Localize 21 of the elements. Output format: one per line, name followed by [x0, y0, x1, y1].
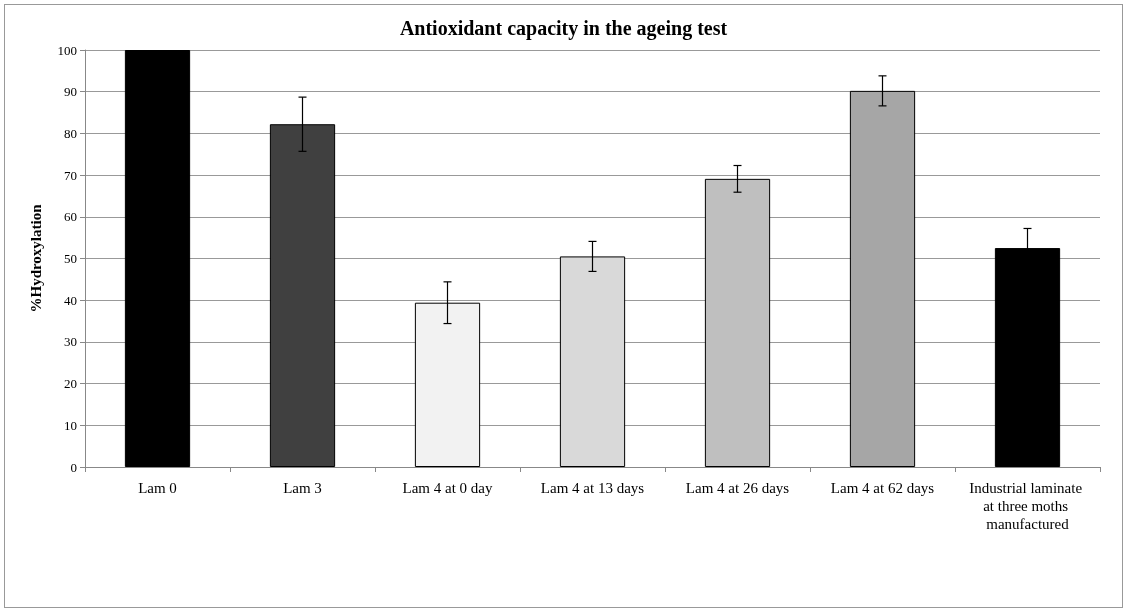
x-tick-label: Lam 4 at 62 days	[830, 480, 935, 496]
x-tick-label: Lam 0	[138, 480, 177, 496]
y-tick-label: 80	[64, 125, 77, 141]
y-tick-label: 50	[64, 251, 77, 266]
x-tick-label: Lam 4 at 0 day	[402, 480, 493, 496]
x-tick-label: Lam 3	[283, 480, 322, 496]
y-tick-label: 10	[64, 417, 77, 433]
bar	[124, 50, 191, 467]
y-tick-label: 70	[64, 167, 77, 183]
y-tick-label: 0	[70, 459, 77, 475]
y-tick-label: 100	[57, 42, 77, 58]
x-tick-label: Industrial laminate at three moths manufactured	[969, 480, 1086, 532]
chart-title: Antioxidant capacity in the ageing test	[399, 17, 728, 40]
x-tick-label: Lam 4 at 26 days	[685, 480, 790, 496]
y-tick-label: 30	[64, 334, 77, 350]
y-tick-label: 90	[64, 84, 77, 100]
y-axis-title: %Hydroxylation	[27, 203, 44, 313]
y-tick-label: 20	[64, 376, 77, 392]
x-tick-label: Lam 4 at 13 days	[540, 480, 645, 496]
y-tick-label: 40	[64, 292, 77, 308]
y-tick-label: 60	[64, 209, 77, 225]
